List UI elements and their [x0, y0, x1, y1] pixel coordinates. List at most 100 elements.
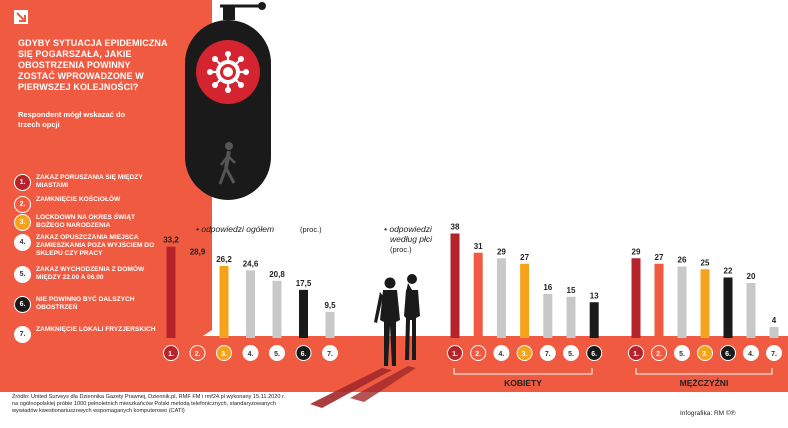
bar — [299, 289, 308, 338]
bar-value-label: 26 — [678, 256, 687, 265]
chart-title: GDYBY SYTUACJA EPIDEMICZNA SIĘ POGARSZAŁ… — [18, 38, 168, 92]
chart-title-gender-line2: według płci — [390, 234, 433, 244]
bar-value-label: 28,9 — [190, 248, 206, 257]
category-badge — [697, 345, 713, 361]
category-badge — [269, 345, 285, 361]
category-badge — [586, 345, 603, 361]
chart-title-gender-line1: • odpowiedzi — [384, 224, 433, 234]
category-badge — [216, 345, 232, 361]
couple-silhouette-icon — [310, 274, 420, 408]
bar-value-label: 33,2 — [163, 236, 179, 245]
category-label: 2. — [475, 351, 481, 358]
bar — [566, 296, 576, 338]
bar-value-label: 31 — [474, 242, 483, 251]
category-badge — [163, 345, 179, 361]
category-label: 7. — [545, 351, 551, 358]
category-label: 1. — [452, 351, 458, 358]
category-label: 3. — [522, 351, 528, 358]
legend-label: ZAMKNIĘCIE KOŚCIOŁÓW — [36, 196, 121, 203]
bar-value-label: 22 — [724, 267, 733, 276]
bar — [166, 246, 176, 338]
bar-value-label: 27 — [520, 253, 529, 262]
category-badge — [470, 345, 487, 361]
chart-unit-overall: (proc.) — [300, 225, 322, 234]
kobiety-bracket — [453, 368, 593, 375]
category-label: 4. — [498, 351, 504, 358]
legend-badge: 4. — [14, 234, 31, 251]
legend-label: NIE POWINNO BYĆ DALSZYCH OBOSTRZEŃ — [36, 296, 135, 311]
category-label: 3. — [702, 351, 708, 358]
bar — [589, 302, 599, 338]
bar-value-label: 16 — [543, 283, 552, 292]
category-label: 5. — [274, 351, 280, 358]
category-badge — [295, 345, 312, 361]
category-badge — [743, 345, 759, 361]
bar — [723, 277, 733, 338]
category-label: 1. — [168, 351, 174, 358]
legend-label: LOCKDOWN NA OKRES ŚWIĄT BOŻEGO NARODZENI… — [36, 214, 136, 229]
legend-badge: 1. — [14, 174, 31, 191]
bar — [654, 263, 664, 338]
arrow-down-right-icon — [14, 10, 28, 24]
bar-value-label: 13 — [590, 291, 599, 300]
category-label: 1. — [633, 351, 639, 358]
bar — [325, 311, 335, 338]
chart-unit-gender: (proc.) — [390, 245, 412, 254]
category-badge — [447, 345, 463, 361]
category-badge — [563, 345, 579, 361]
bar — [193, 258, 202, 338]
bar-value-label: 20,8 — [269, 270, 285, 279]
category-badge — [516, 345, 533, 361]
category-label: 5. — [568, 351, 574, 358]
legend-label: ZAKAZ WYCHODZENIA Z DOMÓW MIĘDZY 22.00 A… — [36, 266, 145, 281]
bar — [520, 263, 530, 338]
bar-value-label: 15 — [567, 286, 576, 295]
legend-label: ZAKAZ OPUSZCZANIA MIEJSCA ZAMIESZKANIA P… — [36, 234, 155, 257]
bar — [450, 233, 460, 338]
bar-value-label: 26,2 — [216, 255, 232, 264]
bar — [219, 265, 229, 338]
category-label: 3. — [221, 351, 227, 358]
category-badge — [539, 345, 556, 361]
category-badge — [242, 345, 259, 361]
category-badge — [493, 345, 510, 361]
category-badge — [322, 345, 338, 361]
category-badge — [628, 345, 644, 361]
category-label: 6. — [301, 351, 307, 358]
category-label: 4. — [748, 351, 754, 358]
category-label: 6. — [725, 351, 731, 358]
bar-value-label: 29 — [497, 247, 506, 256]
bar-value-label: 25 — [701, 258, 710, 267]
bar-value-label: 9,5 — [324, 301, 336, 310]
category-label: 2. — [195, 351, 201, 358]
bar — [543, 294, 553, 338]
source-note: Źródło: United Surveys dla Dziennika Gaz… — [12, 394, 286, 414]
credit: Infografika: RM ©℗ — [680, 410, 735, 417]
bar-value-label: 17,5 — [296, 279, 312, 288]
category-label: 7. — [771, 351, 777, 358]
legend-badge: 5. — [14, 266, 31, 283]
legend-badge: 3. — [14, 214, 31, 231]
category-badge — [674, 345, 690, 361]
credit-mark: ©℗ — [725, 410, 736, 417]
walking-figure-icon — [218, 142, 236, 185]
group-label-mezczyzni: MĘŻCZYŹNI — [680, 378, 729, 388]
bar — [496, 258, 506, 338]
bar-value-label: 20 — [747, 272, 756, 281]
respondent-note: Respondent mógł wskazać do trzech opcji — [18, 110, 126, 129]
bar-value-label: 29 — [632, 247, 641, 256]
credit-text: Infografika: RM — [680, 410, 725, 417]
category-badge — [651, 345, 667, 361]
category-badge — [189, 345, 206, 361]
legend-badge: 7. — [14, 326, 31, 343]
category-badge — [766, 345, 782, 361]
group-label-kobiety: KOBIETY — [504, 378, 542, 388]
virus-icon — [207, 51, 249, 93]
left-panel — [0, 0, 212, 392]
legend-badge: 6. — [14, 296, 31, 313]
chart-title-overall: • odpowiedzi ogółem — [196, 224, 274, 234]
category-label: 7. — [327, 351, 333, 358]
